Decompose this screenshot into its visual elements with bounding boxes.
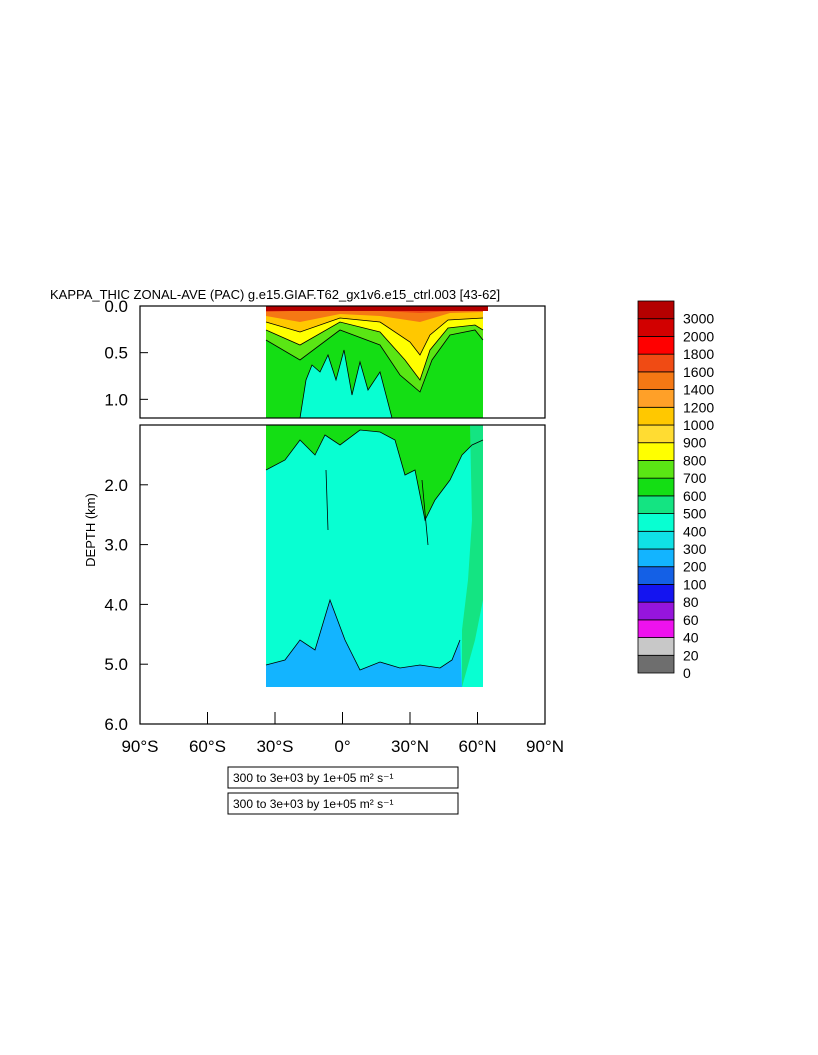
y-tick-label: 0.5 <box>104 344 128 363</box>
x-tick-label: 30°S <box>256 737 293 756</box>
colorbar: 0204060801002003004005006007008009001000… <box>637 300 714 681</box>
chart-title: KAPPA_THIC ZONAL-AVE (PAC) g.e15.GIAF.T6… <box>50 287 500 302</box>
bottom-field-contours <box>265 429 484 671</box>
colorbar-swatch <box>637 442 675 461</box>
colorbar-label: 200 <box>683 559 707 575</box>
top-panel-frame <box>139 305 546 419</box>
axis-ticks: 90°S 60°S 30°S 0° 30°N 60°N 90°N 0.0 0.5 1.0 2.0 3.… <box>104 297 564 756</box>
colorbar-swatch <box>637 495 675 514</box>
colorbar-label: 300 <box>683 541 707 557</box>
colorbar-swatch <box>637 513 675 532</box>
colorbar-swatch <box>637 460 675 479</box>
colorbar-swatch <box>637 619 675 638</box>
colorbar-swatch <box>637 637 675 656</box>
bottom-field-east-boundary <box>462 425 483 687</box>
annotation-text: 300 to 3e+03 by 1e+05 m² s⁻¹ <box>233 771 393 785</box>
y-tick-label: 4.0 <box>104 595 128 614</box>
colorbar-label: 900 <box>683 435 707 451</box>
y-tick-label: 2.0 <box>104 476 128 495</box>
y-tick-label: 1.0 <box>104 390 128 409</box>
colorbar-swatch <box>637 406 675 426</box>
colorbar-swatch <box>637 548 675 568</box>
y-tick-label: 3.0 <box>104 536 128 555</box>
annotation-box <box>227 792 459 815</box>
y-tick-label: 6.0 <box>104 715 128 734</box>
colorbar-label: 40 <box>683 630 699 646</box>
bottom-panel-field <box>265 425 484 687</box>
colorbar-swatch <box>637 318 675 337</box>
bottom-field-green-upper <box>266 425 483 520</box>
top-field-contours <box>265 317 484 418</box>
colorbar-swatch <box>637 424 675 444</box>
colorbar-label: 3000 <box>683 311 714 327</box>
colorbar-swatch <box>637 389 675 408</box>
colorbar-swatch <box>637 477 675 497</box>
x-tick-label: 90°N <box>526 737 564 756</box>
top-field-cyan-intrusion <box>300 350 392 418</box>
colorbar-label: 700 <box>683 470 707 486</box>
annotation-box <box>227 766 459 789</box>
colorbar-label: 1400 <box>683 382 714 398</box>
colorbar-label: 1000 <box>683 417 714 433</box>
colorbar-swatch <box>637 601 675 621</box>
y-axis-label: DEPTH (km) <box>83 493 98 567</box>
x-tick-label: 60°S <box>189 737 226 756</box>
colorbar-swatch <box>637 530 675 550</box>
colorbar-swatch <box>637 654 675 674</box>
annotation-text: 300 to 3e+03 by 1e+05 m² s⁻¹ <box>233 797 393 811</box>
bottom-field-abyss-blue <box>266 600 462 687</box>
y-tick-label: 0.0 <box>104 297 128 316</box>
colorbar-swatch <box>637 371 675 390</box>
colorbar-label: 800 <box>683 452 707 468</box>
top-field-surface-red <box>266 306 488 311</box>
colorbar-label: 2000 <box>683 328 714 344</box>
colorbar-swatch <box>637 353 675 373</box>
colorbar-label: 600 <box>683 488 707 504</box>
x-tick-label: 0° <box>334 737 350 756</box>
x-tick-label: 30°N <box>391 737 429 756</box>
top-panel-field <box>265 306 488 418</box>
colorbar-label: 1600 <box>683 364 714 380</box>
colorbar-label: 80 <box>683 594 699 610</box>
x-tick-label: 60°N <box>459 737 497 756</box>
colorbar-label: 1800 <box>683 346 714 362</box>
colorbar-swatch <box>637 584 675 603</box>
colorbar-label: 400 <box>683 523 707 539</box>
colorbar-label: 0 <box>683 665 691 681</box>
colorbar-label: 100 <box>683 576 707 592</box>
colorbar-label: 1200 <box>683 399 714 415</box>
colorbar-swatch <box>637 566 675 585</box>
colorbar-swatch <box>637 300 675 320</box>
colorbar-swatch <box>637 336 675 355</box>
colorbar-label: 20 <box>683 647 699 663</box>
x-tick-label: 90°S <box>121 737 158 756</box>
colorbar-label: 500 <box>683 506 707 522</box>
colorbar-label: 60 <box>683 612 699 628</box>
contour-annotations: 300 to 3e+03 by 1e+05 m² s⁻¹ 300 to 3e+03… <box>227 766 459 815</box>
y-tick-label: 5.0 <box>104 655 128 674</box>
